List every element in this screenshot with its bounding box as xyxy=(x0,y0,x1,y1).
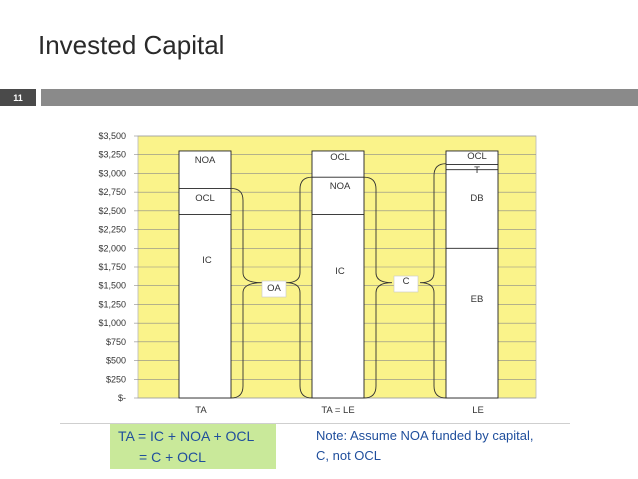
segment-label: OCL xyxy=(195,193,215,204)
y-tick-label: $500 xyxy=(106,356,126,366)
y-tick-label: $1,000 xyxy=(98,318,126,328)
y-tick-label: $1,500 xyxy=(98,281,126,291)
formula-box: TA = IC + NOA + OCL = C + OCL xyxy=(110,424,276,469)
stacked-bar xyxy=(178,150,232,399)
y-tick-label: $3,000 xyxy=(98,168,126,178)
segment-label: DB xyxy=(470,193,483,204)
c-bracket xyxy=(363,176,393,399)
y-tick-label: $750 xyxy=(106,337,126,347)
y-tick-label: $1,750 xyxy=(98,262,126,272)
category-label: TA xyxy=(195,405,207,416)
c-bracket-right xyxy=(419,163,447,399)
segment-label: NOA xyxy=(330,181,351,192)
bottom-rule xyxy=(60,423,570,424)
category-label: TA = LE xyxy=(321,405,354,416)
y-tick-label: $2,250 xyxy=(98,225,126,235)
note-text: Note: Assume NOA funded by capital, C, n… xyxy=(316,428,534,463)
segment-label: OCL xyxy=(467,151,487,162)
y-tick-label: $3,250 xyxy=(98,150,126,160)
segment-label: OCL xyxy=(330,152,350,163)
segment-label: T xyxy=(474,165,480,176)
stacked-bar xyxy=(445,150,499,399)
y-tick-label: $2,000 xyxy=(98,243,126,253)
slide-title: Invested Capital xyxy=(38,30,225,60)
title-bar xyxy=(41,89,638,106)
connector-label-box xyxy=(261,280,287,298)
connector-label-box xyxy=(393,275,419,293)
y-tick-label: $- xyxy=(118,393,126,403)
formula-line-2: = C + OCL xyxy=(139,449,206,465)
y-tick-label: $3,500 xyxy=(98,131,126,141)
stacked-bar xyxy=(311,150,365,399)
y-tick-label: $2,500 xyxy=(98,206,126,216)
page-number-badge: 11 xyxy=(0,89,36,106)
y-tick-label: $250 xyxy=(106,374,126,384)
segment-label: EB xyxy=(471,294,484,305)
y-tick-label: $1,250 xyxy=(98,299,126,309)
segment-label: IC xyxy=(202,255,212,266)
segment-label: IC xyxy=(335,266,345,277)
category-label: LE xyxy=(472,405,484,416)
connector-label: OA xyxy=(267,283,281,294)
connector-label: C xyxy=(403,276,410,287)
y-tick-label: $2,750 xyxy=(98,187,126,197)
formula-line-1: TA = IC + NOA + OCL xyxy=(118,428,255,444)
segment-label: NOA xyxy=(195,155,216,166)
